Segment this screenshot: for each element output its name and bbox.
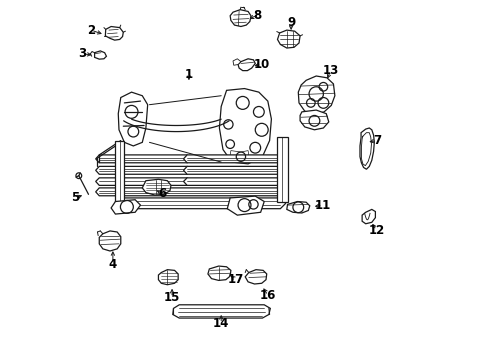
Polygon shape bbox=[359, 128, 373, 169]
Polygon shape bbox=[96, 188, 287, 196]
Polygon shape bbox=[286, 202, 309, 213]
Polygon shape bbox=[94, 51, 106, 59]
Polygon shape bbox=[277, 30, 300, 48]
Text: 6: 6 bbox=[158, 187, 166, 200]
Polygon shape bbox=[276, 137, 287, 202]
Polygon shape bbox=[99, 231, 121, 251]
Polygon shape bbox=[298, 76, 334, 115]
Polygon shape bbox=[238, 59, 255, 71]
Text: 17: 17 bbox=[227, 273, 244, 286]
Polygon shape bbox=[96, 178, 190, 185]
Text: 1: 1 bbox=[184, 68, 193, 81]
Polygon shape bbox=[183, 178, 287, 185]
Text: 5: 5 bbox=[71, 192, 79, 204]
Polygon shape bbox=[105, 27, 123, 40]
Text: 15: 15 bbox=[163, 291, 180, 304]
Polygon shape bbox=[172, 305, 270, 318]
Polygon shape bbox=[219, 89, 271, 164]
Text: 9: 9 bbox=[286, 17, 295, 30]
Text: 11: 11 bbox=[314, 199, 330, 212]
Polygon shape bbox=[115, 198, 285, 209]
Polygon shape bbox=[96, 166, 190, 174]
Polygon shape bbox=[362, 210, 375, 224]
Text: 13: 13 bbox=[322, 64, 338, 77]
Polygon shape bbox=[183, 155, 287, 163]
Text: 14: 14 bbox=[213, 317, 229, 330]
Polygon shape bbox=[111, 200, 140, 214]
Polygon shape bbox=[230, 10, 250, 27]
Polygon shape bbox=[233, 59, 241, 65]
Text: 2: 2 bbox=[87, 24, 95, 37]
Text: 16: 16 bbox=[260, 289, 276, 302]
Polygon shape bbox=[142, 179, 171, 195]
Polygon shape bbox=[183, 166, 287, 174]
Polygon shape bbox=[244, 270, 266, 284]
Polygon shape bbox=[115, 140, 124, 202]
Polygon shape bbox=[118, 92, 147, 146]
Text: 4: 4 bbox=[108, 258, 117, 271]
Text: 12: 12 bbox=[367, 224, 384, 237]
Polygon shape bbox=[207, 266, 230, 280]
Text: 3: 3 bbox=[78, 47, 86, 60]
Text: 8: 8 bbox=[252, 9, 261, 22]
Polygon shape bbox=[300, 110, 328, 130]
Polygon shape bbox=[158, 270, 178, 285]
Text: 10: 10 bbox=[253, 58, 269, 71]
Polygon shape bbox=[96, 155, 190, 163]
Polygon shape bbox=[227, 196, 264, 215]
Polygon shape bbox=[230, 150, 248, 158]
Text: 7: 7 bbox=[372, 134, 381, 147]
